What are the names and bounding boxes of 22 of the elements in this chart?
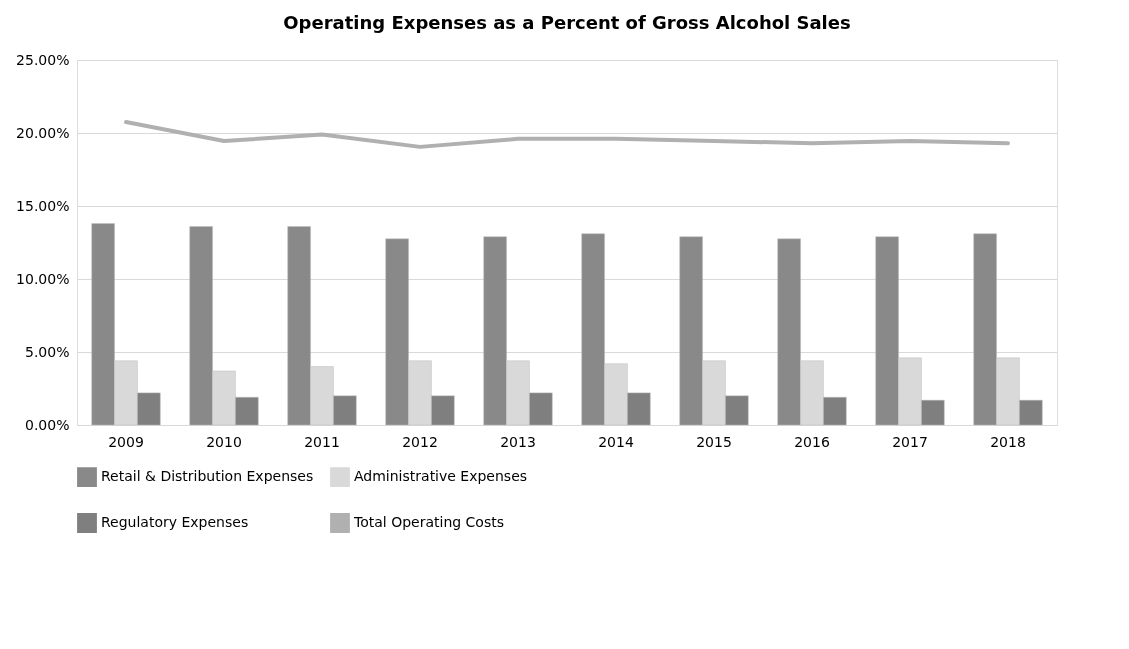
y-tick-label: 10.00% xyxy=(16,270,70,287)
x-tick-label: 2010 xyxy=(206,433,242,450)
y-tick-label: 20.00% xyxy=(16,124,70,141)
y-tick-label: 25.00% xyxy=(16,51,70,68)
x-tick-label: 2012 xyxy=(402,433,438,450)
x-tick-label: 2017 xyxy=(892,433,928,450)
x-tick-label: 2013 xyxy=(500,433,536,450)
y-tick-label: 0.00% xyxy=(25,416,70,433)
line-series xyxy=(124,120,1010,149)
x-tick-label: 2011 xyxy=(304,433,340,450)
y-tick-label: 5.00% xyxy=(25,343,70,360)
x-tick-label: 2014 xyxy=(598,433,634,450)
chart-title: Operating Expenses as a Percent of Gross Alcohol Sales xyxy=(283,12,851,33)
x-tick-label: 2016 xyxy=(794,433,830,450)
legend-label: Regulatory Expenses xyxy=(101,514,249,530)
legend-label: Retail & Distribution Expenses xyxy=(101,468,314,485)
legend-label: Total Operating Costs xyxy=(353,514,505,530)
x-tick-label: 2009 xyxy=(108,433,144,450)
legend-label: Administrative Expenses xyxy=(354,468,528,485)
x-tick-label: 2015 xyxy=(696,433,732,450)
x-tick-label: 2018 xyxy=(990,433,1026,450)
y-tick-label: 15.00% xyxy=(16,197,70,214)
